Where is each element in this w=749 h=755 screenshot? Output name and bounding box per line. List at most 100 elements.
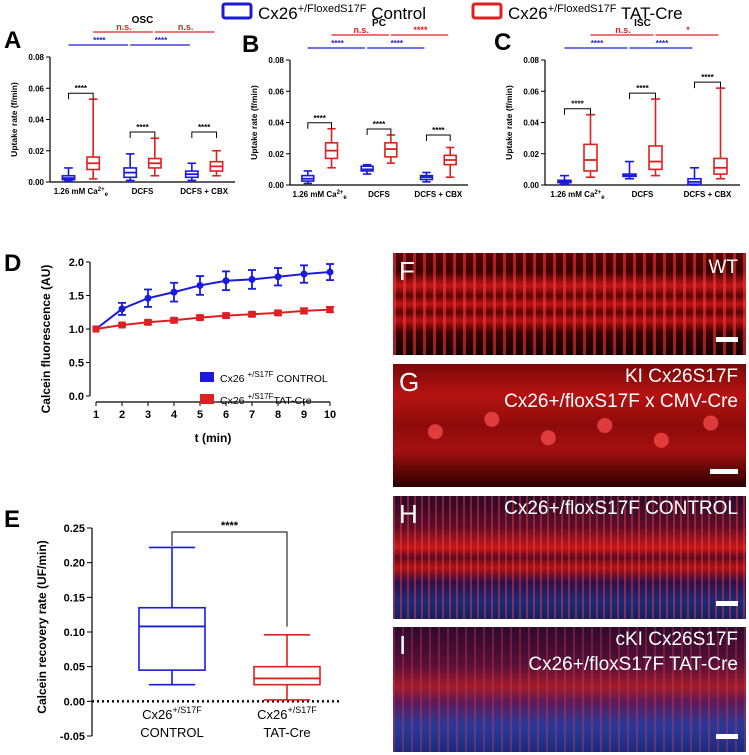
scale-bar xyxy=(716,337,738,342)
y-tick-label: 0.02 xyxy=(268,150,284,159)
y-tick-label: 0.00 xyxy=(523,181,539,190)
within-sig-bracket xyxy=(694,81,721,89)
x-tick-label: 5 xyxy=(197,409,203,421)
within-sig-bracket xyxy=(307,122,333,129)
y-tick-label: 0.06 xyxy=(523,87,539,96)
x-tick-label: 1 xyxy=(93,409,99,421)
y-tick-label: 0.00 xyxy=(268,181,284,190)
legend-swatch xyxy=(200,394,214,404)
legend-cre-swatch xyxy=(471,2,503,20)
box-cre-0-box xyxy=(583,143,598,172)
between-cre-sig: n.s. xyxy=(353,25,369,35)
data-point xyxy=(326,306,334,314)
y-tick-label: 1.5 xyxy=(69,291,84,303)
series-line-0 xyxy=(95,271,331,330)
y-tick-label: 0.04 xyxy=(268,119,284,128)
within-sig-label: **** xyxy=(373,120,386,129)
y-tick-label: 0.25 xyxy=(64,523,85,535)
x-category-label: 1.26 mM Ca2+e xyxy=(293,190,348,201)
sig-label: **** xyxy=(221,520,239,532)
within-sig-bracket xyxy=(129,131,156,138)
within-sig-bracket xyxy=(366,128,392,135)
within-sig-bracket xyxy=(191,131,217,138)
micrograph-g: G KI Cx26S17F Cx26+/floxS17F x CMV-Cre xyxy=(393,364,746,487)
micrograph-label-line2: Cx26+/floxS17F TAT-Cre xyxy=(528,654,738,675)
x-tick-label: 7 xyxy=(249,409,255,421)
y-tick-label: 0.06 xyxy=(28,84,44,93)
y-tick-label: 0.08 xyxy=(268,56,284,65)
within-sig-label: **** xyxy=(636,84,649,93)
between-cre-sig: n.s. xyxy=(178,22,194,32)
x-category-label: DCFS + CBX xyxy=(684,190,732,199)
panel-d-calcein-timecourse: D 0.0 0.5 1.0 1.5 2.0 1 2 3 4 5 6 7 8 9 10 t (min) Calcei… xyxy=(4,250,336,445)
series-line-1 xyxy=(95,308,331,330)
y-tick-label: 0.0 xyxy=(69,391,84,403)
y-tick-label: 0.20 xyxy=(64,558,85,570)
y-axis-label: Calcein recovery rate (UF/min) xyxy=(35,540,49,713)
x-tick-label: 3 xyxy=(145,409,151,421)
box-1-box xyxy=(253,665,321,686)
between-control-sig: **** xyxy=(656,39,669,48)
y-tick-label: 0.5 xyxy=(69,358,84,370)
top-legend: Cx26+/FloxedS17F Control Cx26+/FloxedS17… xyxy=(221,2,683,23)
micrograph-letter: G xyxy=(399,367,420,397)
micrograph-label: Cx26+/floxS17F CONTROL xyxy=(504,498,738,519)
y-tick-label: 0.10 xyxy=(64,627,85,639)
data-point xyxy=(326,268,334,276)
data-point xyxy=(92,325,100,333)
y-tick-label: 0.15 xyxy=(64,592,85,604)
legend-cre-label: Cx26+/FloxedS17F TAT-Cre xyxy=(508,3,683,23)
y-axis-label: Uptake rate (f/min) xyxy=(504,85,514,160)
within-sig-label: **** xyxy=(313,114,326,123)
data-point xyxy=(144,294,152,302)
data-point xyxy=(144,318,152,326)
x-category-label: 1.26 mM Ca2+e xyxy=(550,190,605,201)
legend-label: Cx26 +/S17F CONTROL xyxy=(220,370,328,385)
micrograph-letter: F xyxy=(399,256,415,286)
y-tick-label: -0.05 xyxy=(60,731,85,743)
micrograph-i: I cKI Cx26S17F Cx26+/floxS17F TAT-Cre xyxy=(393,627,746,752)
data-point xyxy=(300,270,308,278)
micrograph-label: WT xyxy=(708,257,738,278)
y-tick-label: 0.06 xyxy=(268,87,284,96)
between-cre-sig: n.s. xyxy=(116,22,132,32)
panel-letter: B xyxy=(242,31,259,58)
scale-bar xyxy=(716,734,738,739)
within-sig-bracket xyxy=(68,92,94,100)
micrograph-letter: H xyxy=(399,499,418,529)
y-tick-label: 0.00 xyxy=(64,696,85,708)
panel-letter: E xyxy=(4,506,20,533)
micrograph-letter: I xyxy=(399,630,407,660)
data-point xyxy=(222,312,230,320)
data-point xyxy=(274,273,282,281)
micrograph-f: F WT xyxy=(393,253,746,355)
x-category-label: Cx26+/S17F xyxy=(142,705,202,722)
panel-title: ISC xyxy=(634,18,651,29)
within-sig-label: **** xyxy=(571,100,584,109)
x-tick-label: 8 xyxy=(275,409,281,421)
panel-c-isc: C ISC 0.00 0.02 0.04 0.06 0.08 Uptake rate (f/m… xyxy=(494,18,740,201)
data-point xyxy=(170,288,178,296)
y-tick-label: 0.04 xyxy=(523,119,539,128)
scale-bar xyxy=(710,469,738,474)
x-tick-label: 6 xyxy=(223,409,229,421)
data-point xyxy=(118,321,126,329)
y-axis-label: Uptake rate (f/min) xyxy=(249,85,259,160)
within-sig-bracket xyxy=(425,134,451,141)
y-tick-label: 0.08 xyxy=(28,53,44,62)
y-axis-label: Uptake rate (f/min) xyxy=(9,82,19,157)
between-cre-sig: n.s. xyxy=(615,25,631,35)
data-point xyxy=(222,277,230,285)
legend-control-swatch xyxy=(221,2,253,20)
within-sig-label: **** xyxy=(432,126,445,135)
y-tick-label: 0.05 xyxy=(64,662,85,674)
y-tick-label: 0.00 xyxy=(28,178,44,187)
x-category-label: DCFS + CBX xyxy=(414,190,462,199)
micrograph-label-line1: cKI Cx26S17F xyxy=(615,629,739,650)
within-sig-label: **** xyxy=(701,73,714,82)
legend-swatch xyxy=(200,372,214,382)
within-sig-label: **** xyxy=(198,123,211,132)
micrograph-label-line1: KI Cx26S17F xyxy=(625,366,738,387)
y-tick-label: 0.04 xyxy=(28,116,44,125)
panel-letter: D xyxy=(4,250,21,277)
